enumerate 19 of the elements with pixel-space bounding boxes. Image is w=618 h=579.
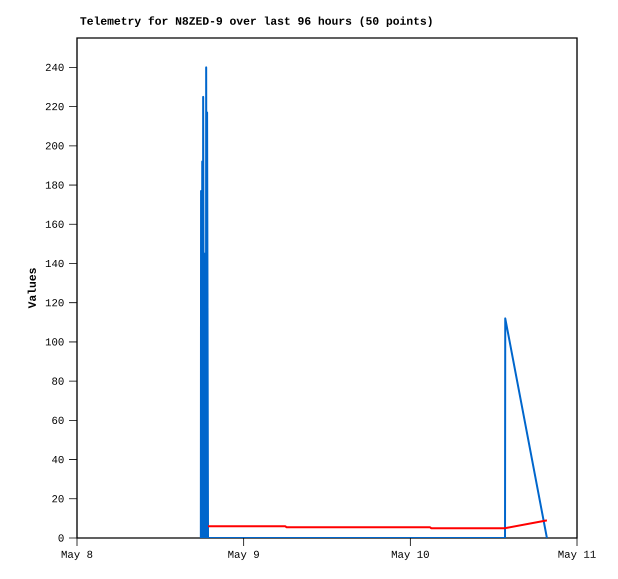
y-tick-label: 160 — [46, 220, 64, 228]
y-tick-label: 120 — [46, 299, 64, 306]
y-tick-label: 200 — [46, 142, 64, 150]
x-tick-label: May 9 — [228, 550, 259, 560]
x-tick-label: May 8 — [62, 550, 92, 560]
y-tick-label: 20 — [52, 495, 64, 502]
y-tick-label: 60 — [52, 416, 64, 424]
x-tick-label: May 10 — [392, 550, 429, 560]
chart-title: Telemetry for N8ZED-9 over last 96 hours (50 points) — [80, 16, 432, 28]
y-tick-label: 100 — [46, 338, 64, 346]
y-tick-label: 80 — [52, 378, 64, 385]
y-tick-label: 220 — [46, 103, 64, 110]
y-tick-label: 240 — [46, 64, 64, 72]
y-tick-label: 180 — [46, 181, 64, 189]
y-tick-label: 0 — [58, 534, 64, 542]
x-tick-label: May 11 — [558, 550, 596, 560]
y-tick-label: 40 — [52, 456, 64, 464]
y-axis-title: Values — [28, 268, 36, 308]
y-tick-label: 140 — [46, 260, 64, 268]
